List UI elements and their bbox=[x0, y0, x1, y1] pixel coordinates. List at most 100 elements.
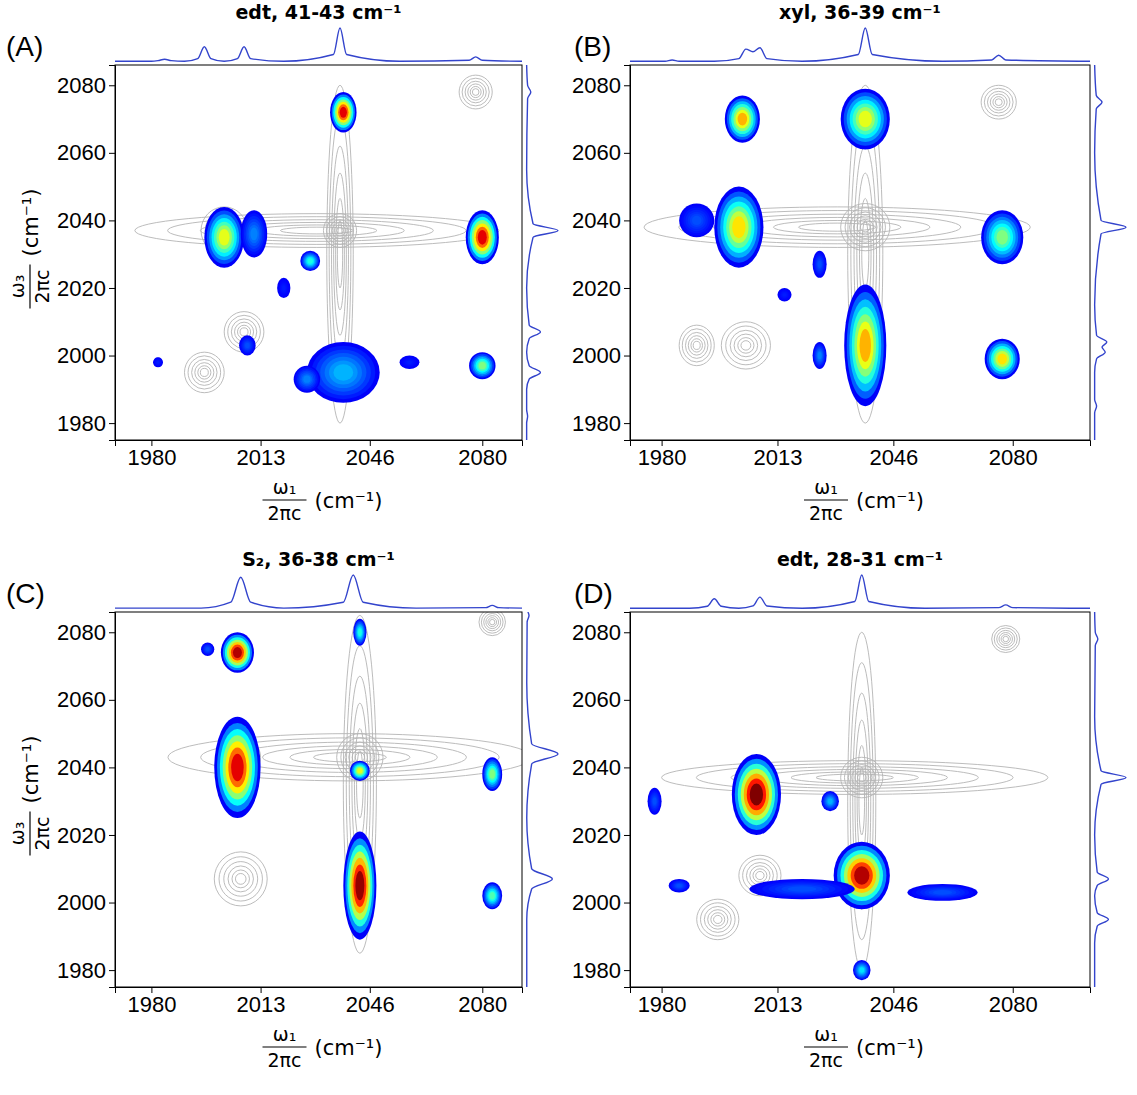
panel-letter: (A) bbox=[6, 31, 43, 62]
peak bbox=[156, 360, 160, 364]
peak bbox=[781, 291, 788, 298]
peak bbox=[824, 794, 837, 809]
peak bbox=[912, 885, 974, 900]
peak bbox=[933, 890, 952, 895]
contour-line bbox=[704, 906, 731, 932]
y-tick: 2060 bbox=[572, 687, 630, 712]
peak bbox=[735, 110, 749, 129]
peak bbox=[650, 793, 659, 810]
x-axis: 1980201320462080 bbox=[116, 987, 523, 1017]
peak bbox=[854, 314, 876, 377]
peak bbox=[214, 717, 260, 818]
side-spectrum-area bbox=[527, 65, 558, 440]
top-spectrum bbox=[630, 28, 1090, 61]
peak bbox=[219, 229, 230, 246]
x-tick: 1980 bbox=[127, 987, 176, 1017]
y-tick-label: 2060 bbox=[572, 687, 621, 712]
contour-line bbox=[1003, 636, 1009, 641]
contour-line bbox=[701, 903, 736, 936]
contour-line bbox=[135, 214, 499, 248]
y-tick: 2080 bbox=[572, 620, 630, 645]
y-tick-label: 1980 bbox=[572, 411, 621, 436]
contour-line bbox=[470, 86, 481, 97]
peak bbox=[345, 838, 374, 933]
y-tick: 2000 bbox=[57, 890, 115, 915]
peak bbox=[216, 225, 232, 249]
contour-line bbox=[232, 870, 249, 888]
x-axis: 1980201320462080 bbox=[631, 440, 1091, 470]
peak bbox=[486, 763, 499, 784]
panel-letter: (B) bbox=[574, 31, 611, 62]
peak bbox=[475, 359, 489, 373]
peak bbox=[483, 759, 500, 789]
peak bbox=[279, 280, 289, 295]
x-tick: 1980 bbox=[638, 440, 687, 470]
peak bbox=[249, 225, 259, 244]
y-tick-label: 2000 bbox=[572, 890, 621, 915]
peak bbox=[229, 642, 246, 663]
peak bbox=[856, 964, 867, 977]
peak bbox=[858, 966, 865, 974]
top-spectrum bbox=[115, 28, 522, 61]
contour-line bbox=[682, 329, 711, 362]
contour-line bbox=[691, 339, 703, 352]
peak bbox=[281, 284, 286, 292]
contour-line bbox=[472, 89, 479, 96]
y-tick-mark bbox=[624, 85, 630, 86]
x-tick-label: 2013 bbox=[237, 445, 286, 470]
x-title-unit: (cm⁻¹) bbox=[315, 1036, 383, 1060]
peak bbox=[474, 357, 491, 374]
peak bbox=[732, 216, 745, 238]
peak bbox=[231, 645, 244, 661]
y-tick: 2020 bbox=[57, 276, 115, 301]
peak bbox=[355, 622, 365, 642]
peak bbox=[827, 797, 834, 805]
y-tick-label: 1980 bbox=[57, 411, 106, 436]
peak bbox=[920, 887, 965, 898]
contour-line bbox=[219, 857, 262, 901]
peak bbox=[303, 253, 318, 268]
peak bbox=[686, 210, 708, 231]
peak bbox=[769, 883, 836, 896]
side-spectrum bbox=[527, 612, 558, 987]
peak bbox=[304, 255, 317, 268]
x-axis: 1980201320462080 bbox=[631, 987, 1091, 1017]
y-tick-label: 2000 bbox=[57, 343, 106, 368]
contour-line bbox=[816, 774, 893, 781]
contour-line bbox=[995, 99, 1002, 106]
contour-line bbox=[486, 616, 499, 629]
y-tick-mark bbox=[109, 767, 115, 768]
contour-line bbox=[721, 322, 770, 369]
peak bbox=[672, 881, 685, 890]
peak bbox=[648, 789, 660, 813]
peak bbox=[989, 220, 1016, 254]
peak bbox=[297, 369, 317, 389]
peak bbox=[676, 884, 682, 888]
x-tick-label: 2013 bbox=[237, 992, 286, 1017]
contour-line bbox=[994, 628, 1017, 650]
peak bbox=[690, 214, 704, 227]
peak bbox=[814, 345, 825, 365]
peak bbox=[837, 846, 886, 905]
x-tick: 2080 bbox=[989, 440, 1038, 470]
peak bbox=[924, 888, 960, 897]
contour-line bbox=[848, 632, 876, 970]
x-axis-title: ω₁2πc(cm⁻¹) bbox=[804, 1023, 924, 1071]
peak bbox=[295, 367, 318, 391]
x-tick-label: 2046 bbox=[346, 992, 395, 1017]
y-tick-label: 1980 bbox=[57, 958, 106, 983]
peak bbox=[478, 230, 487, 245]
peak bbox=[991, 346, 1013, 372]
peak bbox=[305, 256, 315, 266]
y-tick-mark bbox=[109, 153, 115, 154]
y-axis-line bbox=[624, 613, 631, 988]
y-title-numerator: ω₃ bbox=[6, 822, 28, 846]
peak bbox=[859, 111, 872, 128]
peak bbox=[343, 832, 376, 940]
contour-line bbox=[198, 366, 211, 379]
y-tick-label: 2040 bbox=[572, 755, 621, 780]
peak bbox=[825, 795, 836, 808]
peak bbox=[815, 256, 824, 273]
x-axis-title: ω₁2πc(cm⁻¹) bbox=[263, 1023, 383, 1071]
peak bbox=[485, 761, 500, 787]
